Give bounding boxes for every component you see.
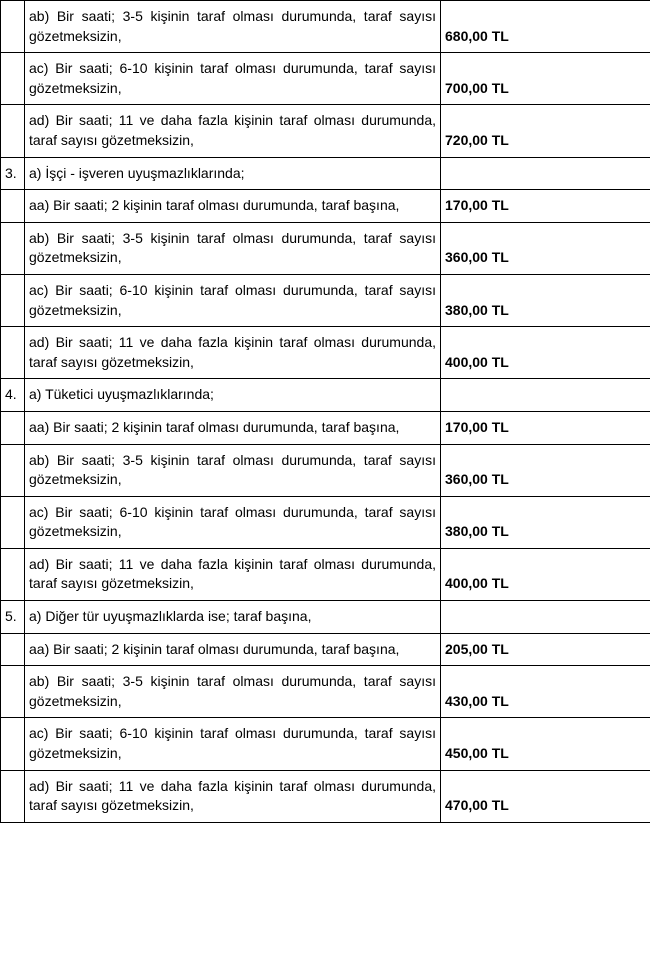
- row-description: ab) Bir saati; 3-5 kişinin taraf olması …: [25, 222, 441, 274]
- table-row: ac) Bir saati; 6-10 kişinin taraf olması…: [1, 496, 650, 548]
- row-number: [1, 444, 25, 496]
- row-amount: 430,00 TL: [441, 666, 650, 718]
- row-number: [1, 53, 25, 105]
- row-description: a) İşçi - işveren uyuşmazlıklarında;: [25, 157, 441, 190]
- row-number: [1, 770, 25, 822]
- row-number: [1, 105, 25, 157]
- row-amount: 170,00 TL: [441, 411, 650, 444]
- table-row: aa) Bir saati; 2 kişinin taraf olması du…: [1, 411, 650, 444]
- row-number: [1, 411, 25, 444]
- row-amount: 400,00 TL: [441, 327, 650, 379]
- row-description: aa) Bir saati; 2 kişinin taraf olması du…: [25, 411, 441, 444]
- row-description: ac) Bir saati; 6-10 kişinin taraf olması…: [25, 496, 441, 548]
- table-row: ac) Bir saati; 6-10 kişinin taraf olması…: [1, 718, 650, 770]
- row-description: ad) Bir saati; 11 ve daha fazla kişinin …: [25, 548, 441, 600]
- row-amount: 360,00 TL: [441, 444, 650, 496]
- row-amount: 205,00 TL: [441, 633, 650, 666]
- row-number: 3.: [1, 157, 25, 190]
- fee-table: ab) Bir saati; 3-5 kişinin taraf olması …: [0, 0, 650, 823]
- row-number: 4.: [1, 379, 25, 412]
- row-description: ad) Bir saati; 11 ve daha fazla kişinin …: [25, 327, 441, 379]
- row-number: [1, 548, 25, 600]
- row-description: ab) Bir saati; 3-5 kişinin taraf olması …: [25, 666, 441, 718]
- table-row: 4.a) Tüketici uyuşmazlıklarında;: [1, 379, 650, 412]
- row-description: ad) Bir saati; 11 ve daha fazla kişinin …: [25, 105, 441, 157]
- table-row: ad) Bir saati; 11 ve daha fazla kişinin …: [1, 327, 650, 379]
- row-description: ac) Bir saati; 6-10 kişinin taraf olması…: [25, 718, 441, 770]
- row-number: 5.: [1, 601, 25, 634]
- table-row: ab) Bir saati; 3-5 kişinin taraf olması …: [1, 444, 650, 496]
- row-amount: 400,00 TL: [441, 548, 650, 600]
- row-description: ac) Bir saati; 6-10 kişinin taraf olması…: [25, 53, 441, 105]
- row-amount: 680,00 TL: [441, 1, 650, 53]
- row-number: [1, 1, 25, 53]
- row-number: [1, 274, 25, 326]
- row-amount: [441, 157, 650, 190]
- table-row: ab) Bir saati; 3-5 kişinin taraf olması …: [1, 1, 650, 53]
- row-amount: 360,00 TL: [441, 222, 650, 274]
- row-amount: 450,00 TL: [441, 718, 650, 770]
- table-row: ad) Bir saati; 11 ve daha fazla kişinin …: [1, 770, 650, 822]
- row-description: aa) Bir saati; 2 kişinin taraf olması du…: [25, 633, 441, 666]
- row-number: [1, 666, 25, 718]
- table-row: 5.a) Diğer tür uyuşmazlıklarda ise; tara…: [1, 601, 650, 634]
- row-amount: 170,00 TL: [441, 190, 650, 223]
- row-number: [1, 190, 25, 223]
- row-description: ad) Bir saati; 11 ve daha fazla kişinin …: [25, 770, 441, 822]
- row-amount: 380,00 TL: [441, 496, 650, 548]
- fee-table-body: ab) Bir saati; 3-5 kişinin taraf olması …: [1, 1, 650, 823]
- table-row: ad) Bir saati; 11 ve daha fazla kişinin …: [1, 548, 650, 600]
- row-amount: [441, 379, 650, 412]
- row-description: ac) Bir saati; 6-10 kişinin taraf olması…: [25, 274, 441, 326]
- table-row: ab) Bir saati; 3-5 kişinin taraf olması …: [1, 666, 650, 718]
- row-description: ab) Bir saati; 3-5 kişinin taraf olması …: [25, 1, 441, 53]
- table-row: ab) Bir saati; 3-5 kişinin taraf olması …: [1, 222, 650, 274]
- table-row: 3.a) İşçi - işveren uyuşmazlıklarında;: [1, 157, 650, 190]
- row-description: aa) Bir saati; 2 kişinin taraf olması du…: [25, 190, 441, 223]
- row-amount: 470,00 TL: [441, 770, 650, 822]
- row-amount: [441, 601, 650, 634]
- row-number: [1, 222, 25, 274]
- row-number: [1, 327, 25, 379]
- table-row: ac) Bir saati; 6-10 kişinin taraf olması…: [1, 274, 650, 326]
- table-row: aa) Bir saati; 2 kişinin taraf olması du…: [1, 190, 650, 223]
- row-number: [1, 718, 25, 770]
- row-number: [1, 496, 25, 548]
- row-amount: 720,00 TL: [441, 105, 650, 157]
- row-description: a) Diğer tür uyuşmazlıklarda ise; taraf …: [25, 601, 441, 634]
- table-row: ad) Bir saati; 11 ve daha fazla kişinin …: [1, 105, 650, 157]
- row-description: a) Tüketici uyuşmazlıklarında;: [25, 379, 441, 412]
- table-row: ac) Bir saati; 6-10 kişinin taraf olması…: [1, 53, 650, 105]
- row-number: [1, 633, 25, 666]
- table-row: aa) Bir saati; 2 kişinin taraf olması du…: [1, 633, 650, 666]
- row-amount: 700,00 TL: [441, 53, 650, 105]
- row-amount: 380,00 TL: [441, 274, 650, 326]
- row-description: ab) Bir saati; 3-5 kişinin taraf olması …: [25, 444, 441, 496]
